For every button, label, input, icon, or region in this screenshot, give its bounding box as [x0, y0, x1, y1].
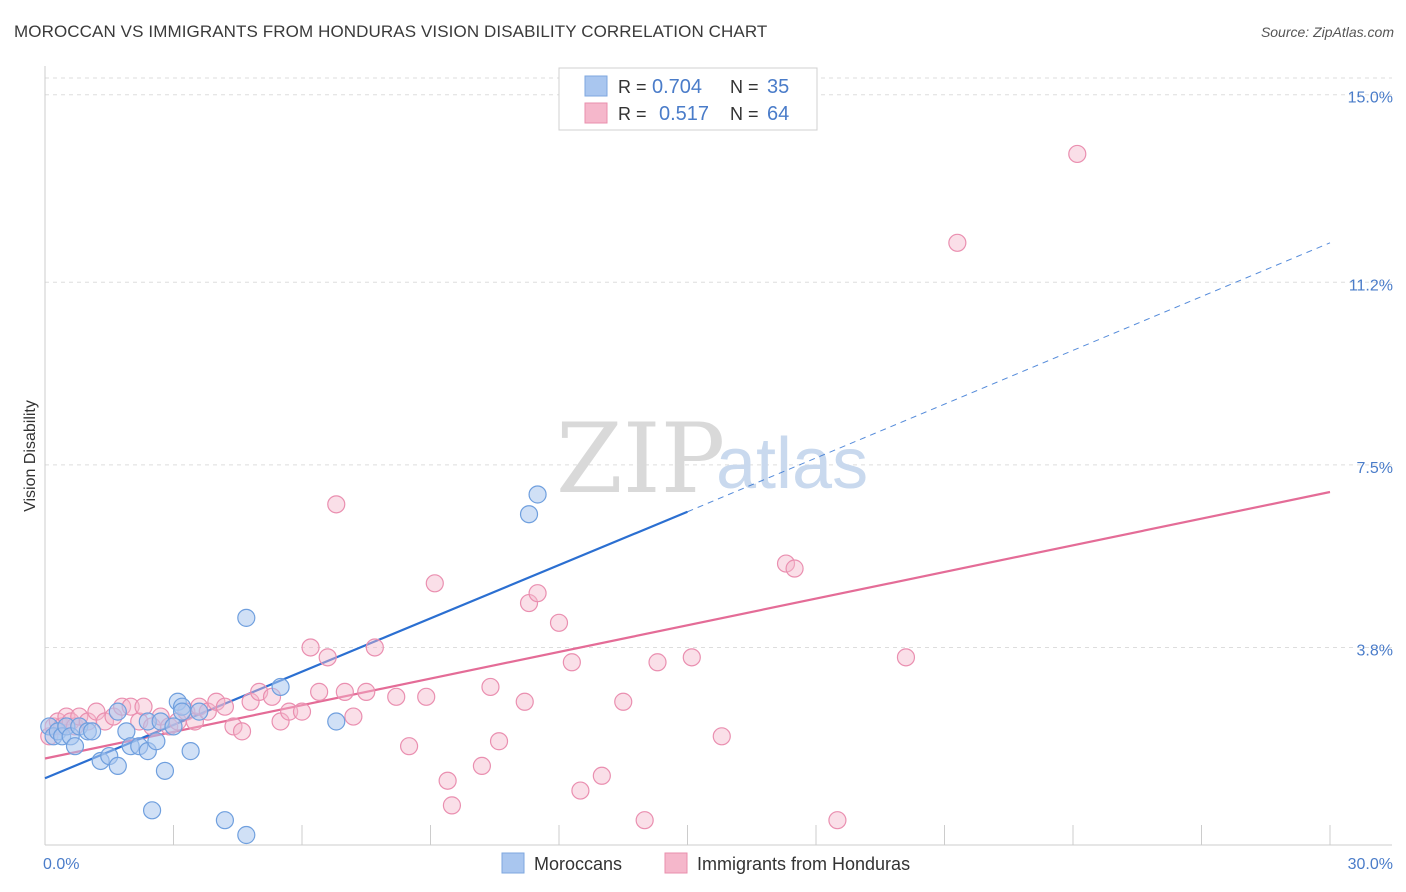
x-tick-max: 30.0% — [1348, 856, 1393, 873]
honduras-point-65 — [828, 811, 847, 830]
honduras-point-59 — [635, 811, 654, 830]
legend-n-label-1: N = — [730, 77, 759, 97]
legend-n-value-2: 64 — [767, 103, 789, 125]
y-tick-labels: 3.8% 7.5% 11.2% 15.0% — [1348, 90, 1393, 660]
legend-swatch-moroccans — [584, 75, 608, 97]
source-label: Source: ZipAtlas.com — [1260, 24, 1394, 40]
moroccan-point-35 — [142, 801, 162, 820]
axes — [44, 66, 1392, 846]
legend-swatch-honduras — [584, 102, 608, 124]
honduras-point-61 — [682, 648, 701, 667]
honduras-point-35 — [310, 682, 329, 701]
honduras-point-55 — [562, 653, 581, 672]
legend-r-value-1: 0.704 — [652, 76, 702, 98]
honduras-point-46 — [438, 771, 457, 790]
moroccan-point-26 — [181, 742, 200, 761]
honduras-point-51 — [515, 692, 534, 711]
legend-box: R = 0.704 N = 35 R = 0.517 N = 64 — [558, 67, 818, 131]
honduras-point-50 — [489, 732, 509, 751]
y-tick-label-3: 15.0% — [1348, 90, 1393, 107]
honduras-point-63 — [776, 554, 796, 573]
bottom-legend: Moroccans Immigrants from Honduras — [501, 852, 910, 874]
honduras-point-37 — [327, 495, 346, 514]
moroccan-point-9 — [83, 722, 102, 741]
moroccan-point-6 — [65, 737, 85, 756]
honduras-point-41 — [365, 638, 384, 657]
honduras-point-53 — [528, 584, 547, 603]
legend-n-label-2: N = — [730, 104, 759, 124]
x-tick-min: 0.0% — [43, 856, 79, 873]
legend-r-label-1: R = — [618, 77, 647, 97]
honduras-point-34 — [301, 638, 320, 657]
honduras-point-47 — [442, 796, 462, 815]
moroccan-point-33 — [519, 505, 539, 524]
y-tick-label-2: 11.2% — [1349, 277, 1393, 294]
moroccan-point-12 — [108, 756, 127, 776]
honduras-point-32 — [280, 702, 299, 721]
moroccan-point-28 — [215, 811, 234, 830]
moroccan-point-19 — [147, 732, 166, 751]
honduras-point-27 — [232, 722, 252, 741]
legend-r-label-2: R = — [618, 104, 647, 124]
honduras-point-42 — [387, 687, 406, 706]
y-tick-label-0: 3.8% — [1357, 642, 1393, 659]
bottom-legend-swatch-moroccans — [501, 852, 525, 874]
moroccan-points — [40, 485, 547, 845]
honduras-point-64 — [785, 559, 804, 578]
moroccan-point-34 — [528, 485, 547, 504]
legend-r-value-2: 0.517 — [659, 103, 709, 125]
moroccan-point-27 — [190, 702, 209, 721]
honduras-point-49 — [481, 677, 500, 697]
honduras-point-56 — [571, 781, 590, 800]
honduras-point-38 — [335, 682, 354, 701]
legend-n-value-1: 35 — [767, 76, 789, 98]
grid — [45, 77, 1392, 648]
y-tick-label-1: 7.5% — [1357, 460, 1393, 477]
bottom-legend-swatch-honduras — [664, 852, 688, 874]
honduras-point-58 — [614, 692, 633, 711]
honduras-point-54 — [549, 613, 569, 632]
chart-title: MOROCCAN VS IMMIGRANTS FROM HONDURAS VIS… — [14, 22, 768, 41]
honduras-point-48 — [472, 756, 491, 776]
moroccan-point-21 — [155, 761, 175, 780]
honduras-point-25 — [215, 697, 234, 716]
moroccan-point-30 — [237, 608, 256, 627]
moroccan-trendline-extension — [687, 242, 1331, 513]
honduras-point-40 — [357, 682, 376, 701]
honduras-point-39 — [344, 707, 363, 726]
honduras-point-62 — [712, 727, 731, 746]
honduras-point-33 — [292, 702, 312, 721]
moroccan-point-32 — [327, 712, 346, 731]
moroccan-point-29 — [237, 825, 256, 845]
honduras-point-45 — [425, 574, 444, 593]
honduras-point-57 — [592, 766, 611, 785]
honduras-point-26 — [224, 717, 243, 736]
honduras-point-66 — [896, 648, 916, 667]
moroccan-point-25 — [172, 702, 192, 721]
watermark-atlas: atlas — [716, 424, 868, 504]
honduras-point-68 — [1068, 144, 1087, 164]
honduras-point-44 — [417, 687, 436, 706]
honduras-point-10 — [95, 712, 115, 731]
bottom-legend-honduras: Immigrants from Honduras — [697, 854, 910, 874]
watermark: ZIP atlas — [556, 403, 868, 515]
honduras-point-60 — [648, 653, 667, 672]
honduras-point-43 — [399, 737, 419, 756]
moroccan-point-22 — [164, 717, 183, 736]
honduras-point-36 — [318, 648, 337, 667]
watermark-zip: ZIP — [556, 403, 725, 515]
moroccan-point-13 — [108, 702, 127, 721]
honduras-point-24 — [207, 692, 226, 711]
honduras-trendline — [44, 490, 1331, 760]
bottom-legend-moroccans: Moroccans — [534, 854, 622, 874]
y-axis-title: Vision Disability — [22, 400, 39, 512]
honduras-point-67 — [948, 233, 967, 252]
moroccan-point-31 — [271, 677, 290, 697]
